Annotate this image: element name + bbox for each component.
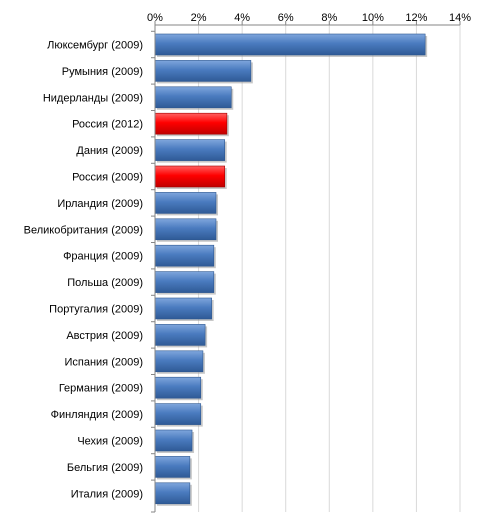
bar xyxy=(154,350,204,373)
category-label: Португалия (2009) xyxy=(49,304,143,316)
bar xyxy=(154,33,426,56)
category-label: Франция (2009) xyxy=(63,251,143,263)
x-tick-label: 12% xyxy=(405,12,427,24)
x-tick-label: 14% xyxy=(449,12,471,24)
x-tick-label: 2% xyxy=(191,12,207,24)
category-label: Россия (2012) xyxy=(72,119,143,131)
bar xyxy=(154,271,215,293)
category-label: Ирландия (2009) xyxy=(57,198,143,210)
category-label: Австрия (2009) xyxy=(66,330,143,342)
x-tick-label: 6% xyxy=(278,12,294,24)
bar xyxy=(154,218,217,241)
x-tick-label: 4% xyxy=(234,12,250,24)
x-axis-ticks: 0% 2% 4% 6% 8% 10% 12% 14% xyxy=(147,12,471,24)
category-label: Испания (2009) xyxy=(64,356,143,368)
bar xyxy=(154,482,191,505)
bar xyxy=(154,244,215,267)
category-label: Бельгия (2009) xyxy=(67,462,143,474)
x-tick-label: 10% xyxy=(362,12,384,24)
category-label: Люксембург (2009) xyxy=(47,40,143,52)
bar xyxy=(154,376,202,399)
category-label: Чехия (2009) xyxy=(77,436,143,448)
category-label: Италия (2009) xyxy=(71,488,143,500)
bars xyxy=(154,33,428,506)
bar xyxy=(154,429,193,452)
x-tick-label: 8% xyxy=(321,12,337,24)
bar xyxy=(154,192,217,214)
bar xyxy=(154,297,212,320)
bar xyxy=(154,456,191,478)
category-label: Германия (2009) xyxy=(59,383,143,395)
category-label: Нидерланды (2009) xyxy=(43,92,143,104)
category-label: Финляндия (2009) xyxy=(51,409,143,421)
category-label: Великобритания (2009) xyxy=(24,224,143,236)
bar xyxy=(154,165,226,188)
bar xyxy=(154,139,226,161)
category-label: Румыния (2009) xyxy=(62,66,143,78)
category-label: Дания (2009) xyxy=(76,145,143,157)
x-tick-label: 0% xyxy=(147,12,163,24)
bar xyxy=(154,86,232,109)
y-axis-categories: Люксембург (2009) Румыния (2009) Нидерланд… xyxy=(24,30,155,513)
bar xyxy=(154,324,206,346)
category-label: Россия (2009) xyxy=(72,172,143,184)
bar xyxy=(154,403,202,425)
category-label: Польша (2009) xyxy=(67,277,143,289)
bar xyxy=(154,60,252,82)
bar xyxy=(154,112,228,135)
